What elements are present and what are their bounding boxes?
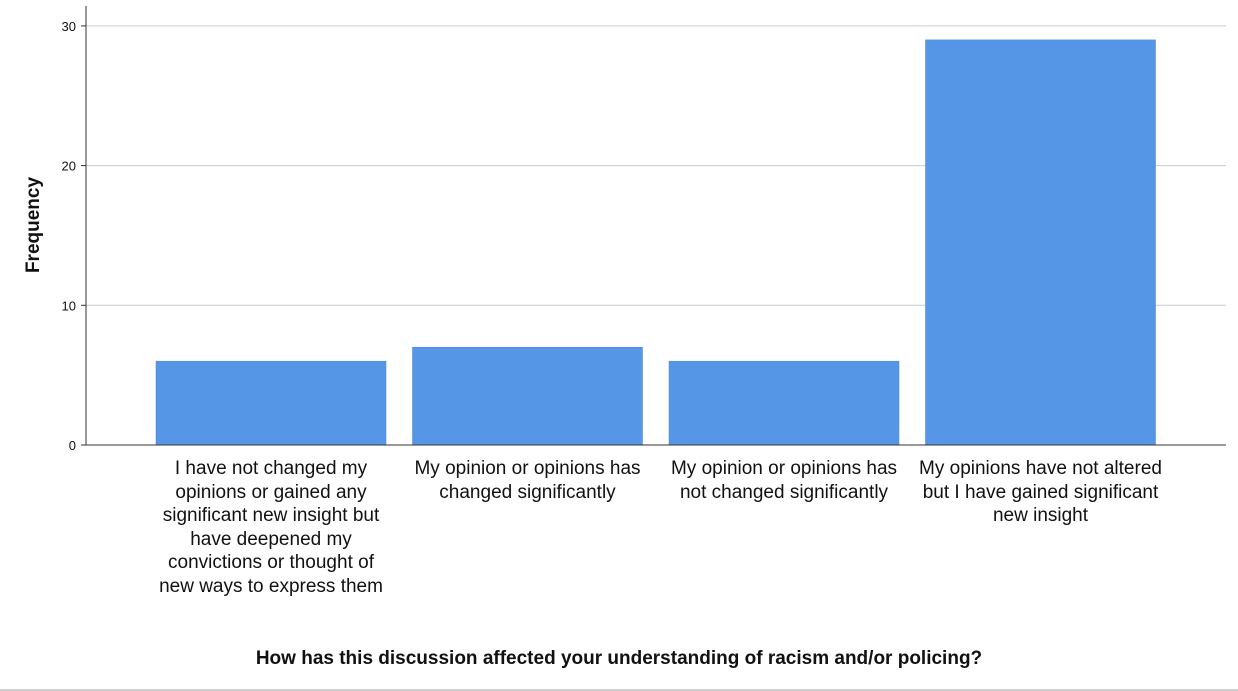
bottom-divider [0, 689, 1238, 691]
x-axis-title: How has this discussion affected your un… [255, 648, 983, 669]
y-ticks: 0 10 20 30 [62, 19, 86, 453]
bar [925, 39, 1156, 446]
axes [85, 6, 1226, 446]
y-tick-label: 0 [69, 438, 76, 453]
y-tick-label: 30 [62, 19, 76, 34]
bar [155, 360, 387, 446]
y-tick-label: 20 [62, 159, 76, 174]
bar [412, 346, 643, 446]
bars [155, 39, 1156, 446]
y-tick-label: 10 [62, 298, 76, 313]
x-tick-label: I have not changed my opinions or gained… [159, 458, 383, 597]
x-tick-label: My opinions have not altered but I have … [919, 458, 1162, 526]
x-tick-label: My opinion or opinions has not changed s… [670, 458, 898, 503]
x-tick-label: My opinion or opinions has changed signi… [414, 458, 641, 503]
y-axis-title: Frequency [23, 177, 44, 274]
bar [668, 360, 900, 446]
